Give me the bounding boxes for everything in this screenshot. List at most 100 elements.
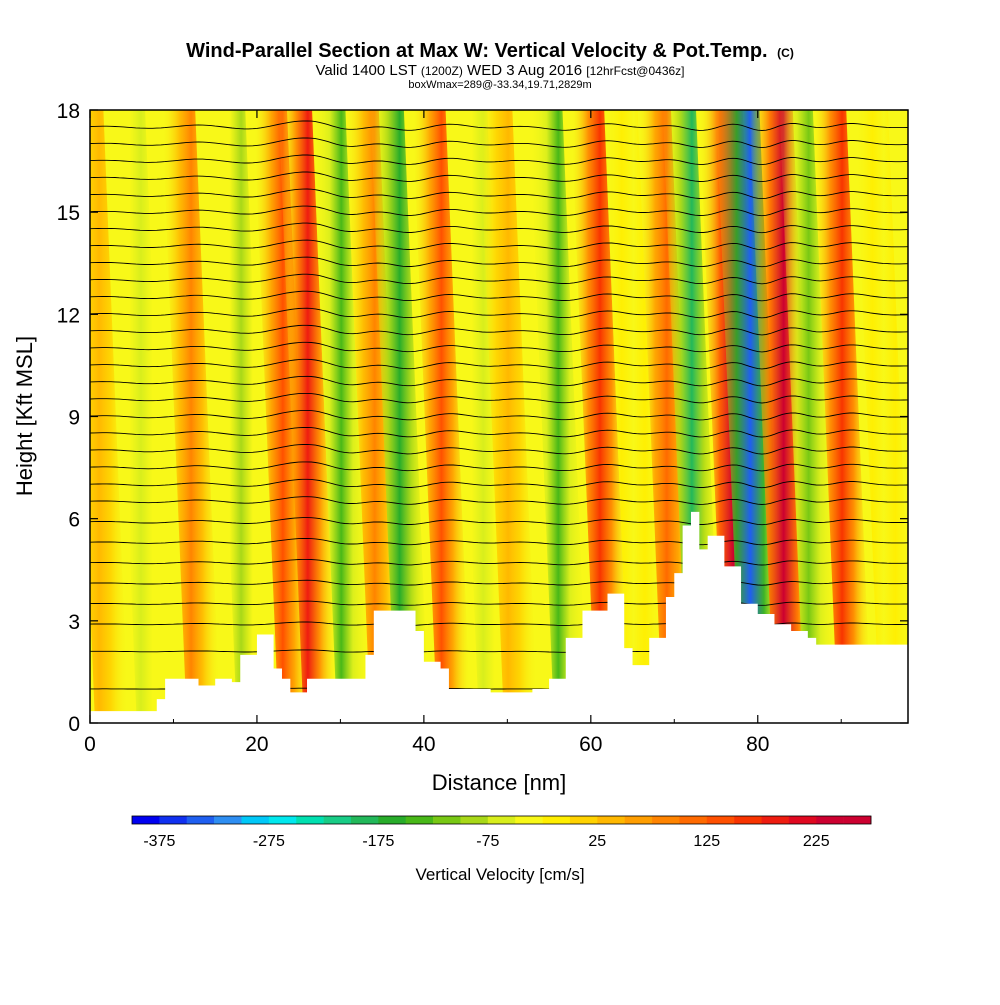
isentrope-contour <box>90 478 908 489</box>
isentrope-lines <box>90 120 908 690</box>
colorbar-swatch <box>843 816 872 824</box>
y-axis: 0 3 6 9 12 15 18 <box>57 100 908 736</box>
y-tick-label: 15 <box>57 202 80 225</box>
isentrope-contour <box>90 239 908 251</box>
box-info: boxWmax=289@-33.34,19.71,2829m <box>408 79 591 91</box>
colorbar-swatch <box>652 816 680 824</box>
colorbar-swatch <box>515 816 543 824</box>
colorbar-swatch <box>460 816 489 824</box>
velocity-column <box>312 110 371 723</box>
velocity-column <box>161 110 221 723</box>
terrain-mask <box>90 511 908 723</box>
colorbar-swatch <box>378 816 407 824</box>
isentrope-contour <box>90 137 908 149</box>
isentrope-contour <box>90 461 908 472</box>
subtitle-valid: Valid 1400 LST <box>315 62 416 79</box>
colorbar-swatch <box>788 816 817 824</box>
velocity-column <box>779 110 838 723</box>
chart-title-text: Wind-Parallel Section at Max W: Vertical… <box>186 40 767 62</box>
isentrope-contour <box>90 188 908 200</box>
velocity-column <box>278 110 338 723</box>
velocity-column <box>90 110 129 723</box>
colorbar-tick-label: -175 <box>362 833 394 850</box>
chart-title: Wind-Parallel Section at Max W: Vertical… <box>186 40 794 62</box>
subtitle-utc: (1200Z) <box>421 64 463 78</box>
isentrope-contour <box>90 256 908 268</box>
colorbar-swatch <box>734 816 762 824</box>
isentrope-contour <box>90 600 908 606</box>
velocity-column <box>529 110 588 723</box>
x-tick-label: 80 <box>746 733 769 756</box>
isentrope-contour <box>90 426 908 438</box>
colorbar-swatch <box>569 816 598 824</box>
y-tick-label: 6 <box>68 509 80 532</box>
colorbar-swatch <box>706 816 735 824</box>
colorbar-swatch <box>268 816 297 824</box>
isentrope-contour <box>90 375 908 387</box>
colorbar-swatch <box>132 816 160 824</box>
colorbar-swatch <box>761 816 790 824</box>
colorbar-label: Vertical Velocity [cm/s] <box>415 865 584 884</box>
colorbar-swatch <box>214 816 242 824</box>
x-axis: 0 20 40 60 80 <box>84 110 842 756</box>
isentrope-contour <box>90 341 908 353</box>
colorbar-tick-label: -375 <box>143 833 175 850</box>
isentrope-contour <box>90 496 908 505</box>
colorbar-tick-label: 25 <box>588 833 606 850</box>
x-tick-label: 0 <box>84 733 96 756</box>
colorbar-frame <box>131 815 872 825</box>
colorbar-swatch <box>405 816 434 824</box>
y-tick-label: 12 <box>57 304 80 327</box>
y-tick-label: 18 <box>57 100 80 123</box>
colorbar-swatch <box>433 816 461 824</box>
colorbar-swatch <box>159 816 188 824</box>
isentrope-contour <box>90 222 908 234</box>
colorbar-tick-label: -275 <box>253 833 285 850</box>
copyright-mark: (C) <box>777 46 794 60</box>
isentrope-contour <box>90 409 908 421</box>
colorbar: -375 -275 -175 -75 25 125 225 <box>131 815 872 850</box>
y-tick-label: 0 <box>68 713 80 736</box>
colorbar-swatch <box>597 816 625 824</box>
colorbar-swatch <box>624 816 653 824</box>
colorbar-swatch <box>542 816 571 824</box>
colorbar-tick-label: 225 <box>803 833 830 850</box>
x-tick-label: 20 <box>245 733 268 756</box>
isentrope-contour <box>90 517 908 526</box>
x-tick-label: 60 <box>579 733 602 756</box>
isentrope-contour <box>90 205 908 217</box>
colorbar-swatch <box>241 816 270 824</box>
colorbar-swatch <box>350 816 379 824</box>
subtitle-date: WED 3 Aug 2016 <box>467 62 582 79</box>
plot-field <box>90 110 908 723</box>
subtitle-forecast: [12hrFcst@0436z] <box>586 64 684 78</box>
y-tick-label: 3 <box>68 611 80 634</box>
y-tick-label: 9 <box>68 407 80 430</box>
colorbar-swatch <box>679 816 708 824</box>
isentrope-contour <box>90 290 908 302</box>
velocity-column <box>412 110 471 723</box>
isentrope-contour <box>90 538 908 546</box>
x-axis-label: Distance [nm] <box>432 770 567 795</box>
isentrope-contour <box>90 324 908 336</box>
chart-subtitle: Valid 1400 LST (1200Z) WED 3 Aug 2016 [1… <box>315 62 684 79</box>
isentrope-contour <box>90 307 908 319</box>
colorbar-swatch <box>186 816 215 824</box>
colorbar-tick-label: 125 <box>693 833 720 850</box>
colorbar-tick-label: -75 <box>476 833 499 850</box>
x-tick-label: 40 <box>412 733 435 756</box>
isentrope-contour <box>90 120 908 131</box>
isentrope-contour <box>90 358 908 370</box>
isentrope-contour <box>90 273 908 285</box>
colorbar-swatch <box>816 816 844 824</box>
colorbar-swatch <box>296 816 324 824</box>
isentrope-contour <box>90 443 908 455</box>
colorbar-swatch <box>487 816 516 824</box>
isentrope-contour <box>90 154 908 166</box>
isentrope-contour <box>90 579 908 586</box>
y-axis-label: Height [Kft MSL] <box>12 336 37 496</box>
isentrope-contour <box>90 392 908 404</box>
colorbar-swatch <box>323 816 352 824</box>
